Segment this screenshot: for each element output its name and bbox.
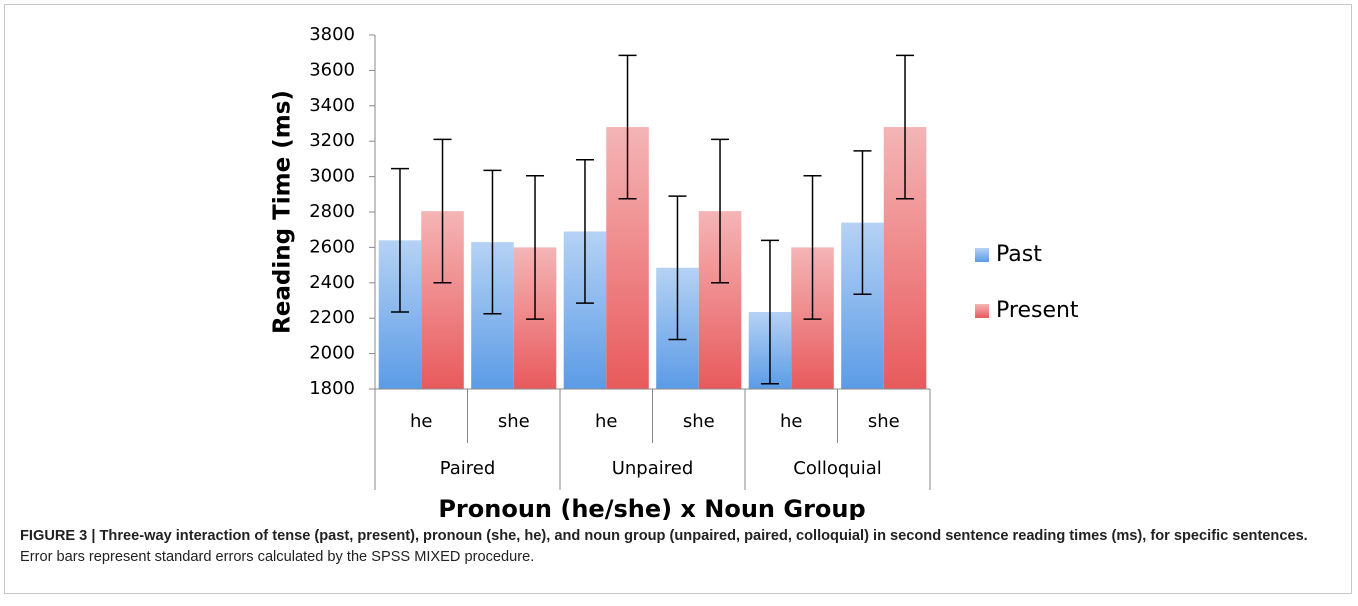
legend-label: Present (996, 298, 1079, 323)
y-tick-label: 2400 (309, 272, 355, 293)
y-tick-label: 2600 (309, 236, 355, 257)
error-bar (668, 195, 687, 341)
error-bar (760, 239, 779, 385)
y-tick-label: 3400 (309, 95, 355, 116)
group-label: Unpaired (612, 458, 694, 479)
error-bar (853, 150, 872, 296)
caption: FIGURE 3 | Three-way interaction of tens… (20, 526, 1342, 568)
y-tick-label: 1800 (309, 378, 355, 399)
y-tick-label: 3000 (309, 166, 355, 187)
y-tick-label: 2200 (309, 307, 355, 328)
figure-frame (4, 4, 1352, 594)
error-bar (803, 174, 822, 320)
y-axis-title: Reading Time (ms) (270, 90, 296, 334)
y-tick-label: 2800 (309, 201, 355, 222)
legend-swatch (975, 248, 989, 262)
y-tick-label: 3800 (309, 24, 355, 45)
x-tick-label: he (410, 411, 432, 432)
legend-swatch (975, 304, 989, 318)
error-bar (711, 138, 730, 284)
legend-label: Past (996, 242, 1042, 267)
group-label: Colloquial (793, 458, 881, 479)
x-tick-label: she (498, 411, 530, 432)
error-bar (483, 169, 502, 315)
caption-bold: FIGURE 3 | Three-way interaction of tens… (20, 528, 1308, 544)
x-tick-label: she (683, 411, 715, 432)
error-bar (618, 54, 637, 200)
group-label: Paired (440, 458, 496, 479)
x-tick-label: he (780, 411, 802, 432)
error-bar (433, 138, 452, 284)
error-bar (390, 167, 409, 313)
error-bar (575, 159, 594, 304)
caption-text: Error bars represent standard errors cal… (20, 549, 535, 565)
error-bar (526, 174, 545, 320)
y-tick-label: 3600 (309, 59, 355, 80)
x-tick-label: he (595, 411, 617, 432)
x-tick-label: she (868, 411, 900, 432)
error-bar (896, 54, 915, 200)
x-axis-title: Pronoun (he/she) x Noun Group (438, 495, 865, 520)
chart: Reading Time (ms) Pronoun (he/she) x Nou… (270, 24, 1079, 520)
y-tick-label: 3200 (309, 130, 355, 151)
y-tick-label: 2000 (309, 343, 355, 364)
